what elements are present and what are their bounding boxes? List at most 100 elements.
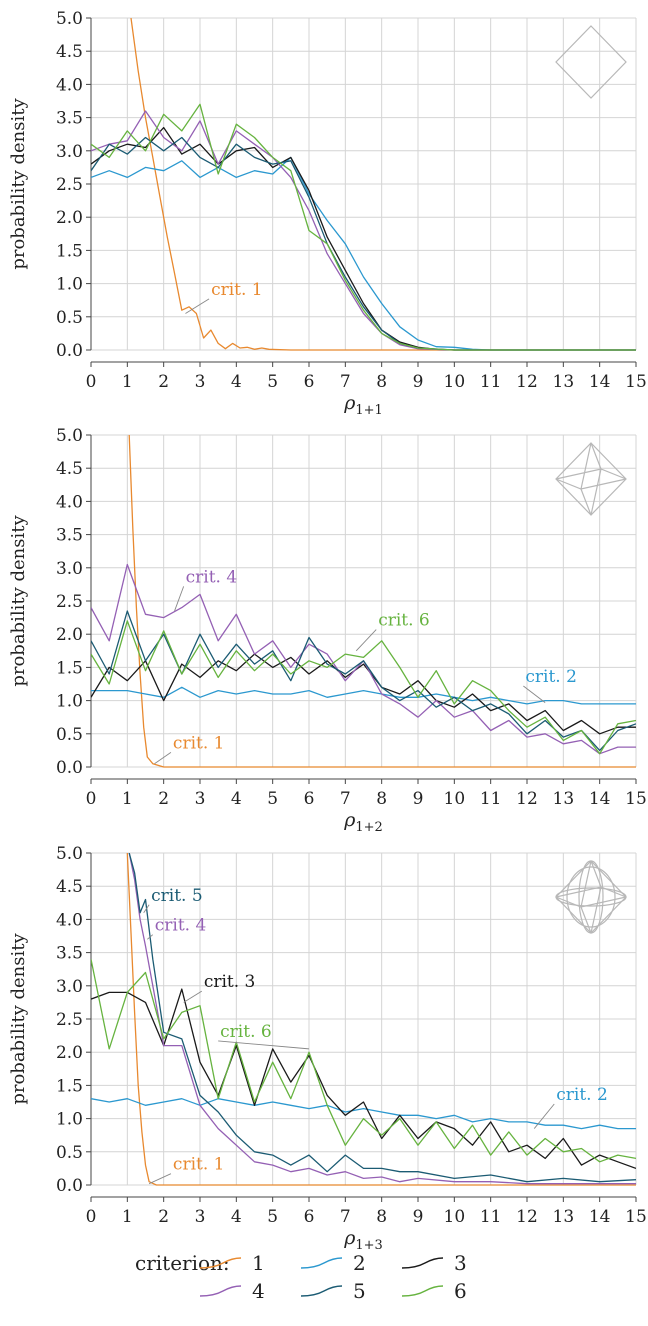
x-tick-label: 4 xyxy=(231,372,242,392)
annotation-leader xyxy=(185,298,210,314)
chart-panel-2: 0.00.51.01.52.02.53.03.54.04.55.00 1 2 3 4 5 6… xyxy=(8,426,647,835)
series-line-5 xyxy=(128,853,636,1183)
legend-swatch xyxy=(199,1257,242,1269)
x-tick-label: 10 xyxy=(444,372,466,392)
annotation-leader xyxy=(218,1040,310,1050)
y-tick-label: 5.0 xyxy=(56,426,83,446)
annotation-label: crit. 1 xyxy=(173,1155,225,1175)
y-tick-label: 4.0 xyxy=(56,75,83,95)
y-tick-label: 3.0 xyxy=(56,142,83,162)
series-line-1 xyxy=(126,853,636,1186)
x-tick-label: 12 xyxy=(516,372,538,392)
x-tick-label: 5 xyxy=(267,372,278,392)
y-axis-label: probability density xyxy=(8,515,29,687)
x-tick-label: 0 xyxy=(86,1207,97,1227)
legend-entry-1: 1 xyxy=(199,1251,265,1275)
annotation-label: crit. 6 xyxy=(220,1022,272,1042)
series-line-3 xyxy=(91,653,636,735)
y-tick-label: 3.5 xyxy=(56,109,83,129)
y-tick-label: 4.0 xyxy=(56,492,83,512)
series-line-2 xyxy=(91,156,636,351)
y-tick-label: 1.0 xyxy=(56,1110,83,1130)
annotation-label: crit. 4 xyxy=(155,916,207,936)
annotation-leader xyxy=(355,629,377,652)
x-tick-label: 5 xyxy=(267,1207,278,1227)
legend-label: 1 xyxy=(252,1251,265,1275)
x-tick-label: 3 xyxy=(195,1207,206,1227)
legend-entry-2: 2 xyxy=(300,1251,366,1275)
x-tick-label: 2 xyxy=(158,372,169,392)
x-tick-label: 3 xyxy=(195,372,206,392)
legend-entry-3: 3 xyxy=(401,1251,467,1275)
annotation-label: crit. 1 xyxy=(173,733,225,753)
x-tick-label: 1 xyxy=(122,789,133,809)
legend: criterion: 1 2 3 4 5 6 xyxy=(135,1251,467,1303)
x-tick-label: 8 xyxy=(376,1207,387,1227)
x-tick-label: 13 xyxy=(553,1207,575,1227)
y-tick-label: 1.5 xyxy=(56,241,83,261)
series-line-2 xyxy=(91,1098,636,1130)
legend-label: 6 xyxy=(454,1279,467,1303)
x-tick-label: 14 xyxy=(589,789,611,809)
x-tick-label: 6 xyxy=(304,1207,315,1227)
legend-entry-5: 5 xyxy=(300,1279,366,1303)
x-tick-label: 1 xyxy=(122,372,133,392)
y-tick-label: 3.5 xyxy=(56,944,83,964)
diamond-icon xyxy=(555,25,627,99)
series-line-4 xyxy=(128,853,636,1185)
y-tick-label: 1.5 xyxy=(56,658,83,678)
y-tick-label: 1.0 xyxy=(56,692,83,712)
x-tick-label: 2 xyxy=(158,1207,169,1227)
x-tick-label: 11 xyxy=(480,789,502,809)
x-tick-label: 0 xyxy=(86,372,97,392)
legend-entries: 1 2 3 4 5 6 xyxy=(199,1251,467,1303)
x-tick-label: 9 xyxy=(413,1207,424,1227)
series-line-1 xyxy=(128,435,636,768)
y-tick-label: 0.5 xyxy=(56,308,83,328)
y-tick-label: 1.5 xyxy=(56,1076,83,1096)
x-tick-label: 12 xyxy=(516,789,538,809)
series-group xyxy=(91,853,636,1186)
legend-label: 5 xyxy=(353,1279,366,1303)
x-tick-label: 10 xyxy=(444,789,466,809)
y-tick-label: 2.0 xyxy=(56,1043,83,1063)
x-tick-label: 13 xyxy=(553,789,575,809)
annotation-label: crit. 4 xyxy=(186,567,238,587)
x-tick-label: 5 xyxy=(267,789,278,809)
x-tick-label: 14 xyxy=(589,372,611,392)
annotation-label: crit. 3 xyxy=(204,972,256,992)
x-tick-label: 8 xyxy=(376,789,387,809)
series-line-6 xyxy=(91,620,636,755)
y-axis-label: probability density xyxy=(8,933,29,1105)
legend-swatch xyxy=(300,1257,343,1269)
x-tick-label: 10 xyxy=(444,1207,466,1227)
y-axis-label: probability density xyxy=(8,98,29,270)
x-tick-label: 6 xyxy=(304,789,315,809)
x-tick-label: 7 xyxy=(340,1207,351,1227)
legend-swatch xyxy=(401,1285,444,1297)
x-tick-label: 7 xyxy=(340,789,351,809)
series-line-4 xyxy=(91,563,636,755)
y-tick-label: 2.0 xyxy=(56,625,83,645)
annotation-label: crit. 1 xyxy=(211,280,263,300)
legend-label: 4 xyxy=(252,1279,265,1303)
x-tick-label: 12 xyxy=(516,1207,538,1227)
y-tick-label: 0.5 xyxy=(56,725,83,745)
y-tick-label: 3.0 xyxy=(56,559,83,579)
annotation-leader xyxy=(154,752,172,765)
legend-title: criterion: xyxy=(135,1251,230,1275)
x-tick-label: 13 xyxy=(553,372,575,392)
annotation-label: crit. 2 xyxy=(556,1085,608,1105)
grid xyxy=(90,17,637,351)
annotation-label: crit. 6 xyxy=(378,611,430,631)
legend-swatch xyxy=(401,1257,444,1269)
y-tick-label: 5.0 xyxy=(56,844,83,864)
y-tick-label: 2.5 xyxy=(56,175,83,195)
y-tick-label: 2.5 xyxy=(56,1010,83,1030)
y-tick-label: 4.5 xyxy=(56,877,83,897)
series-group xyxy=(91,18,636,351)
x-tick-label: 15 xyxy=(625,789,647,809)
legend-entry-4: 4 xyxy=(199,1279,265,1303)
y-tick-label: 3.5 xyxy=(56,526,83,546)
